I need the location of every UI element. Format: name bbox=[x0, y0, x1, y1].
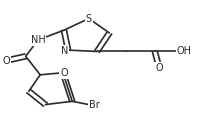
Text: OH: OH bbox=[176, 46, 191, 56]
Text: O: O bbox=[155, 63, 163, 73]
Text: N: N bbox=[61, 46, 69, 56]
Text: S: S bbox=[86, 14, 92, 24]
Text: NH: NH bbox=[31, 35, 46, 45]
Text: O: O bbox=[60, 68, 68, 78]
Text: O: O bbox=[2, 56, 10, 66]
Text: Br: Br bbox=[89, 100, 99, 110]
